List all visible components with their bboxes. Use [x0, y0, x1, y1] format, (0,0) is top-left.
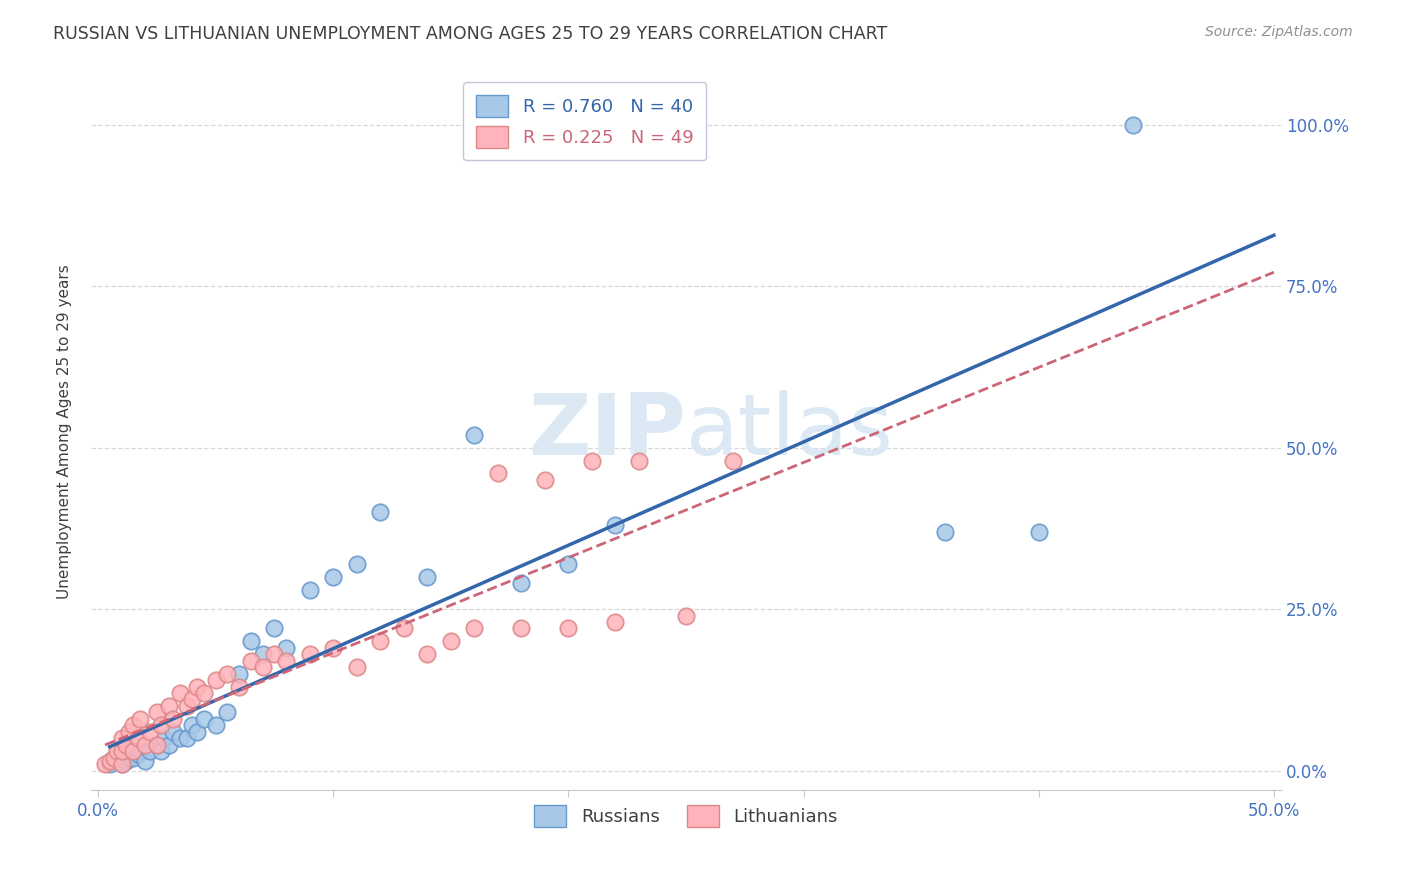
Point — [98, 757, 121, 772]
Point — [276, 654, 298, 668]
Point — [146, 738, 169, 752]
Point — [557, 557, 579, 571]
Point — [117, 724, 139, 739]
Point — [605, 615, 627, 629]
Point — [138, 724, 160, 739]
Point — [440, 634, 463, 648]
Point — [122, 744, 145, 758]
Text: Source: ZipAtlas.com: Source: ZipAtlas.com — [1205, 25, 1353, 39]
Point — [228, 666, 250, 681]
Point — [605, 518, 627, 533]
Point — [627, 453, 650, 467]
Point — [510, 622, 533, 636]
Point — [146, 738, 169, 752]
Point — [204, 673, 226, 687]
Text: atlas: atlas — [686, 390, 894, 473]
Point — [346, 660, 368, 674]
Point — [134, 754, 156, 768]
Point — [169, 686, 191, 700]
Point — [217, 706, 239, 720]
Point — [1028, 524, 1050, 539]
Point — [122, 750, 145, 764]
Point — [110, 757, 132, 772]
Point — [239, 634, 262, 648]
Point — [127, 731, 149, 746]
Point — [416, 570, 439, 584]
Point — [176, 698, 198, 713]
Point — [110, 757, 132, 772]
Point — [129, 712, 152, 726]
Point — [228, 680, 250, 694]
Point — [146, 706, 169, 720]
Point — [150, 718, 173, 732]
Point — [486, 467, 509, 481]
Point — [138, 744, 160, 758]
Point — [263, 647, 285, 661]
Point — [193, 712, 215, 726]
Point — [115, 754, 138, 768]
Point — [252, 660, 274, 674]
Point — [368, 505, 391, 519]
Point — [94, 757, 117, 772]
Point — [110, 731, 132, 746]
Y-axis label: Unemployment Among Ages 25 to 29 years: Unemployment Among Ages 25 to 29 years — [58, 264, 72, 599]
Point — [298, 582, 321, 597]
Point — [392, 622, 415, 636]
Point — [534, 473, 557, 487]
Point — [322, 570, 344, 584]
Point — [176, 731, 198, 746]
Point — [127, 747, 149, 762]
Point — [98, 754, 121, 768]
Point — [129, 744, 152, 758]
Point — [721, 453, 744, 467]
Legend: Russians, Lithuanians: Russians, Lithuanians — [527, 798, 845, 835]
Point — [675, 608, 697, 623]
Point — [186, 724, 208, 739]
Point — [169, 731, 191, 746]
Point — [162, 724, 184, 739]
Point — [115, 738, 138, 752]
Point — [105, 744, 128, 758]
Point — [368, 634, 391, 648]
Point — [463, 622, 485, 636]
Point — [122, 718, 145, 732]
Point — [204, 718, 226, 732]
Point — [122, 744, 145, 758]
Point — [157, 698, 180, 713]
Point — [157, 738, 180, 752]
Point — [239, 654, 262, 668]
Point — [346, 557, 368, 571]
Point — [181, 692, 204, 706]
Point — [463, 427, 485, 442]
Point — [134, 738, 156, 752]
Point — [181, 718, 204, 732]
Point — [117, 750, 139, 764]
Point — [110, 744, 132, 758]
Point — [581, 453, 603, 467]
Point — [934, 524, 956, 539]
Point — [103, 750, 125, 764]
Point — [153, 731, 176, 746]
Point — [252, 647, 274, 661]
Point — [322, 640, 344, 655]
Point — [162, 712, 184, 726]
Point — [150, 744, 173, 758]
Point — [298, 647, 321, 661]
Point — [103, 750, 125, 764]
Point — [416, 647, 439, 661]
Point — [263, 622, 285, 636]
Point — [193, 686, 215, 700]
Point — [557, 622, 579, 636]
Point — [276, 640, 298, 655]
Text: ZIP: ZIP — [529, 390, 686, 473]
Point — [217, 666, 239, 681]
Text: RUSSIAN VS LITHUANIAN UNEMPLOYMENT AMONG AGES 25 TO 29 YEARS CORRELATION CHART: RUSSIAN VS LITHUANIAN UNEMPLOYMENT AMONG… — [53, 25, 887, 43]
Point — [1122, 118, 1144, 132]
Point — [186, 680, 208, 694]
Point — [510, 576, 533, 591]
